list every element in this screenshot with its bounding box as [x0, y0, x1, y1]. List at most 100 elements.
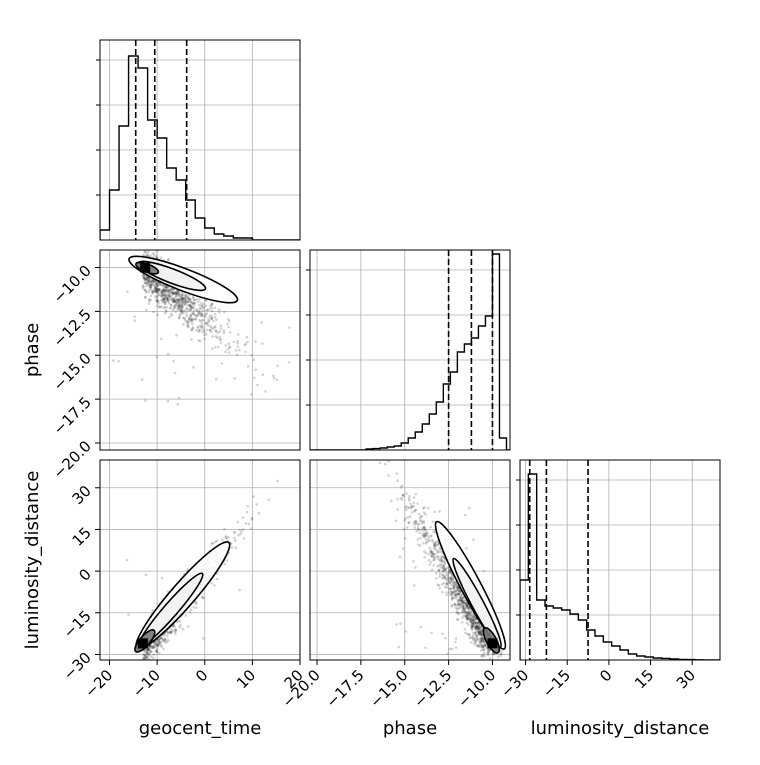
scatter-point [233, 536, 236, 540]
scatter-point [241, 516, 245, 519]
scatter-point [143, 660, 146, 663]
scatter-point [447, 571, 451, 575]
scatter-point [252, 358, 256, 362]
scatter-point [404, 504, 408, 508]
scatter-point [430, 538, 434, 542]
scatter-point [383, 462, 387, 466]
scatter-point [186, 319, 190, 323]
scatter-point [191, 295, 195, 299]
scatter-point [202, 318, 205, 322]
scatter-point [184, 300, 188, 304]
scatter-point [465, 614, 469, 618]
scatter-point [198, 318, 201, 322]
scatter-point [146, 652, 149, 655]
panels: −20 −10 0 10 20−20.0−17.5−15.0−12.5−10.0−30−… [50, 39, 721, 711]
scatter-point [158, 288, 161, 291]
scatter-point [413, 510, 417, 513]
scatter-point [424, 530, 428, 533]
scatter-point [224, 536, 228, 539]
scatter-point [180, 311, 183, 314]
scatter-point [153, 643, 156, 647]
scatter-point [477, 627, 480, 630]
scatter-point [256, 383, 259, 387]
scatter-point [437, 568, 441, 572]
scatter-point [441, 566, 444, 570]
y-tick-label: −17.5 [50, 393, 95, 438]
scatter-point [156, 299, 160, 303]
scatter-point [471, 624, 475, 627]
scatter-point [432, 558, 436, 562]
scatter-point [171, 291, 174, 294]
scatter-point [448, 587, 452, 591]
scatter-point [455, 586, 459, 590]
scatter-point [187, 297, 191, 300]
scatter-point [166, 399, 170, 403]
scatter-point [144, 664, 147, 667]
scatter-point [479, 645, 482, 649]
panel-phase-phase [306, 249, 511, 451]
scatter-point [199, 307, 202, 311]
scatter-point [384, 457, 387, 460]
scatter-point [143, 653, 147, 657]
scatter-point [161, 289, 164, 293]
scatter-point [200, 313, 203, 317]
scatter-point [212, 327, 215, 330]
scatter-point [144, 660, 147, 663]
scatter-point [156, 644, 159, 647]
scatter-point [214, 325, 217, 328]
scatter-point [433, 510, 437, 514]
scatter-point [479, 630, 483, 634]
scatter-point [147, 277, 151, 280]
scatter-point [481, 655, 484, 658]
scatter-point [148, 299, 152, 303]
scatter-point [232, 530, 236, 534]
scatter-point [202, 306, 206, 309]
scatter-point [210, 309, 214, 313]
scatter-point [432, 563, 436, 567]
scatter-point [463, 628, 467, 631]
scatter-point [203, 330, 206, 334]
scatter-point [396, 508, 399, 511]
scatter-point [408, 494, 411, 498]
scatter-point [253, 376, 256, 380]
scatter-point [460, 597, 463, 600]
scatter-point [197, 311, 201, 314]
scatter-point [452, 587, 455, 591]
scatter-point [197, 329, 201, 332]
scatter-point [148, 644, 152, 648]
scatter-point [438, 587, 441, 590]
scatter-point [452, 590, 456, 594]
panel-content [310, 250, 510, 450]
scatter-point [406, 516, 410, 519]
scatter-point [476, 631, 480, 635]
scatter-point [476, 621, 480, 624]
scatter-point [230, 546, 234, 549]
scatter-point [183, 296, 187, 300]
scatter-point [218, 338, 222, 341]
scatter-point [424, 646, 427, 650]
scatter-point [483, 644, 487, 647]
scatter-point [177, 304, 181, 308]
scatter-point [168, 630, 172, 633]
scatter-point [176, 298, 180, 302]
scatter-point [159, 289, 163, 293]
scatter-point [474, 633, 478, 636]
scatter-point [483, 643, 487, 646]
scatter-point [460, 599, 463, 602]
scatter-point [461, 600, 464, 603]
scatter-point [451, 595, 454, 599]
panel-frame [519, 459, 721, 661]
scatter-point [459, 602, 462, 606]
scatter-point [463, 601, 466, 605]
scatter-point [224, 534, 228, 538]
scatter-point [183, 316, 186, 320]
scatter-point [200, 304, 204, 308]
scatter-point [465, 601, 468, 605]
scatter-point [178, 312, 182, 316]
scatter-point [175, 292, 178, 295]
scatter-point [210, 314, 214, 318]
scatter-point [189, 298, 193, 301]
scatter-point [154, 640, 157, 644]
scatter-point [179, 306, 182, 309]
scatter-point [236, 534, 240, 537]
